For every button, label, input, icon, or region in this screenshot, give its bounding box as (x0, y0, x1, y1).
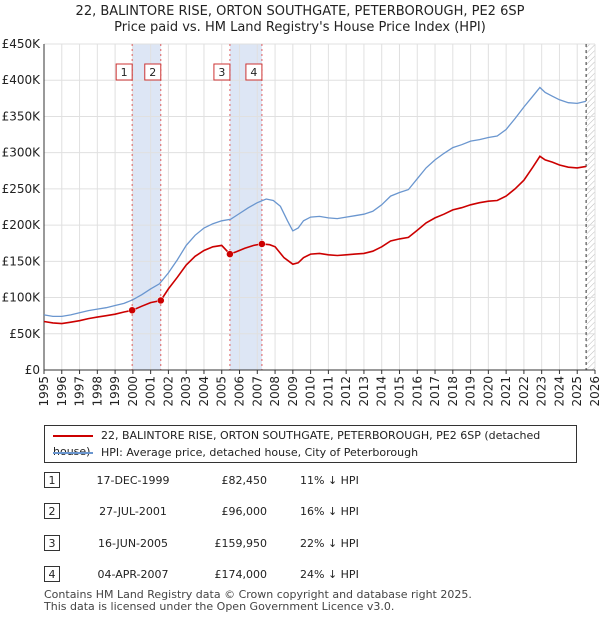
price-chart: £0 £50K £100K £150K £200K £250K £300K £350K £400… (2, 37, 600, 407)
sale-label-number: 3 (218, 66, 225, 79)
x-tick-label: 2012 (339, 376, 353, 407)
sale-label-box (213, 63, 231, 81)
x-tick-label: 1997 (73, 376, 87, 407)
x-tick-label: 1999 (108, 376, 122, 407)
sale-point (226, 250, 234, 258)
x-tick-label: 2008 (268, 376, 282, 407)
sale-hpi-diff: 22% ↓ HPI (300, 537, 359, 550)
legend-label-property: 22, BALINTORE RISE, ORTON SOUTHGATE, PET… (53, 429, 541, 458)
y-tick-label: £150K (2, 254, 42, 268)
x-tick-label: 2000 (126, 376, 140, 407)
x-tick-label: 2013 (357, 376, 371, 407)
chart-title: 22, BALINTORE RISE, ORTON SOUTHGATE, PET… (75, 4, 525, 19)
sale-point (258, 240, 266, 248)
legend-swatch-hpi (53, 452, 93, 454)
y-tick-label: £0 (25, 363, 40, 377)
future-hatch (586, 44, 595, 370)
sale-point (157, 296, 165, 305)
legend: 22, BALINTORE RISE, ORTON SOUTHGATE, PET… (44, 425, 577, 463)
y-tick-label: £350K (2, 109, 42, 123)
x-tick-label: 2023 (535, 376, 549, 407)
sale-number-badge: 2 (44, 503, 60, 519)
x-tick-label: 2017 (428, 376, 442, 407)
sale-row: 3 16-JUN-2005 £159,950 22% ↓ HPI (0, 535, 600, 555)
sale-row: 4 04-APR-2007 £174,000 24% ↓ HPI (0, 566, 600, 586)
sale-price: £96,000 (221, 505, 268, 518)
x-tick-label: 2024 (552, 376, 566, 407)
y-tick-label: £450K (2, 37, 42, 51)
property-price-line (43, 155, 587, 325)
chart-subtitle: Price paid vs. HM Land Registry's House … (114, 20, 486, 35)
sale-date: 04-APR-2007 (97, 568, 169, 581)
legend-label-hpi: HPI: Average price, detached house, City… (101, 446, 419, 459)
x-tick-label: 2001 (144, 376, 158, 407)
x-tick-label: 2022 (517, 376, 531, 407)
footer-copyright: Contains HM Land Registry data © Crown c… (44, 588, 472, 601)
shaded-period (229, 44, 262, 370)
sale-number-badge: 1 (44, 472, 60, 488)
y-tick-label: £100K (2, 291, 42, 305)
x-tick-label: 2011 (321, 376, 335, 407)
sale-point (128, 306, 136, 315)
sale-price: £174,000 (214, 568, 268, 581)
sale-row: 1 17-DEC-1999 £82,450 11% ↓ HPI (0, 472, 600, 492)
x-tick-label: 1995 (37, 376, 51, 407)
footer-licence: This data is licensed under the Open Gov… (44, 600, 395, 613)
y-tick-label: £200K (2, 218, 42, 232)
sale-row: 2 27-JUL-2001 £96,000 16% ↓ HPI (0, 503, 600, 523)
sale-hpi-diff: 11% ↓ HPI (300, 474, 359, 487)
hpi-line (43, 86, 587, 318)
y-tick-label: £250K (2, 182, 42, 196)
sale-date: 16-JUN-2005 (97, 537, 169, 550)
sale-label-number: 4 (250, 66, 257, 79)
y-tick-label: £300K (2, 146, 42, 160)
x-tick-label: 1998 (90, 376, 104, 407)
x-tick-label: 2010 (304, 376, 318, 407)
y-tick-label: £50K (9, 327, 41, 341)
x-tick-label: 2007 (250, 376, 264, 407)
sale-date: 17-DEC-1999 (96, 474, 170, 487)
x-tick-label: 1996 (55, 376, 69, 407)
sale-hpi-diff: 16% ↓ HPI (300, 505, 359, 518)
x-tick-label: 2006 (233, 376, 247, 407)
sale-number-badge: 3 (44, 535, 60, 551)
x-tick-label: 2019 (464, 376, 478, 407)
legend-item-property: 22, BALINTORE RISE, ORTON SOUTHGATE, PET… (53, 428, 576, 458)
x-tick-label: 2015 (392, 376, 406, 407)
sale-label-number: 2 (149, 66, 156, 79)
sale-price: £159,950 (214, 537, 268, 550)
x-tick-label: 2021 (499, 376, 513, 407)
sale-date: 27-JUL-2001 (99, 505, 167, 518)
shaded-period (132, 44, 161, 370)
footer: Contains HM Land Registry data © Crown c… (44, 589, 472, 613)
sale-number-badge: 4 (44, 566, 60, 582)
x-tick-label: 2009 (286, 376, 300, 407)
sale-hpi-diff: 24% ↓ HPI (300, 568, 359, 581)
x-tick-label: 2025 (570, 376, 584, 407)
x-tick-label: 2016 (410, 376, 424, 407)
x-tick-label: 2026 (588, 376, 600, 407)
sale-label-box (245, 63, 263, 81)
x-tick-label: 2020 (481, 376, 495, 407)
x-tick-label: 2004 (197, 376, 211, 407)
legend-swatch-property (53, 435, 93, 437)
legend-item-hpi: HPI: Average price, detached house, City… (53, 445, 418, 461)
x-tick-label: 2005 (215, 376, 229, 407)
x-tick-label: 2003 (179, 376, 193, 407)
sale-price: £82,450 (221, 474, 268, 487)
x-tick-label: 2018 (446, 376, 460, 407)
sale-label-number: 1 (121, 66, 128, 79)
x-tick-label: 2014 (375, 376, 389, 407)
sale-label-box (144, 63, 162, 81)
x-tick-label: 2002 (161, 376, 175, 407)
y-tick-label: £400K (2, 73, 42, 87)
sale-label-box (115, 63, 133, 81)
